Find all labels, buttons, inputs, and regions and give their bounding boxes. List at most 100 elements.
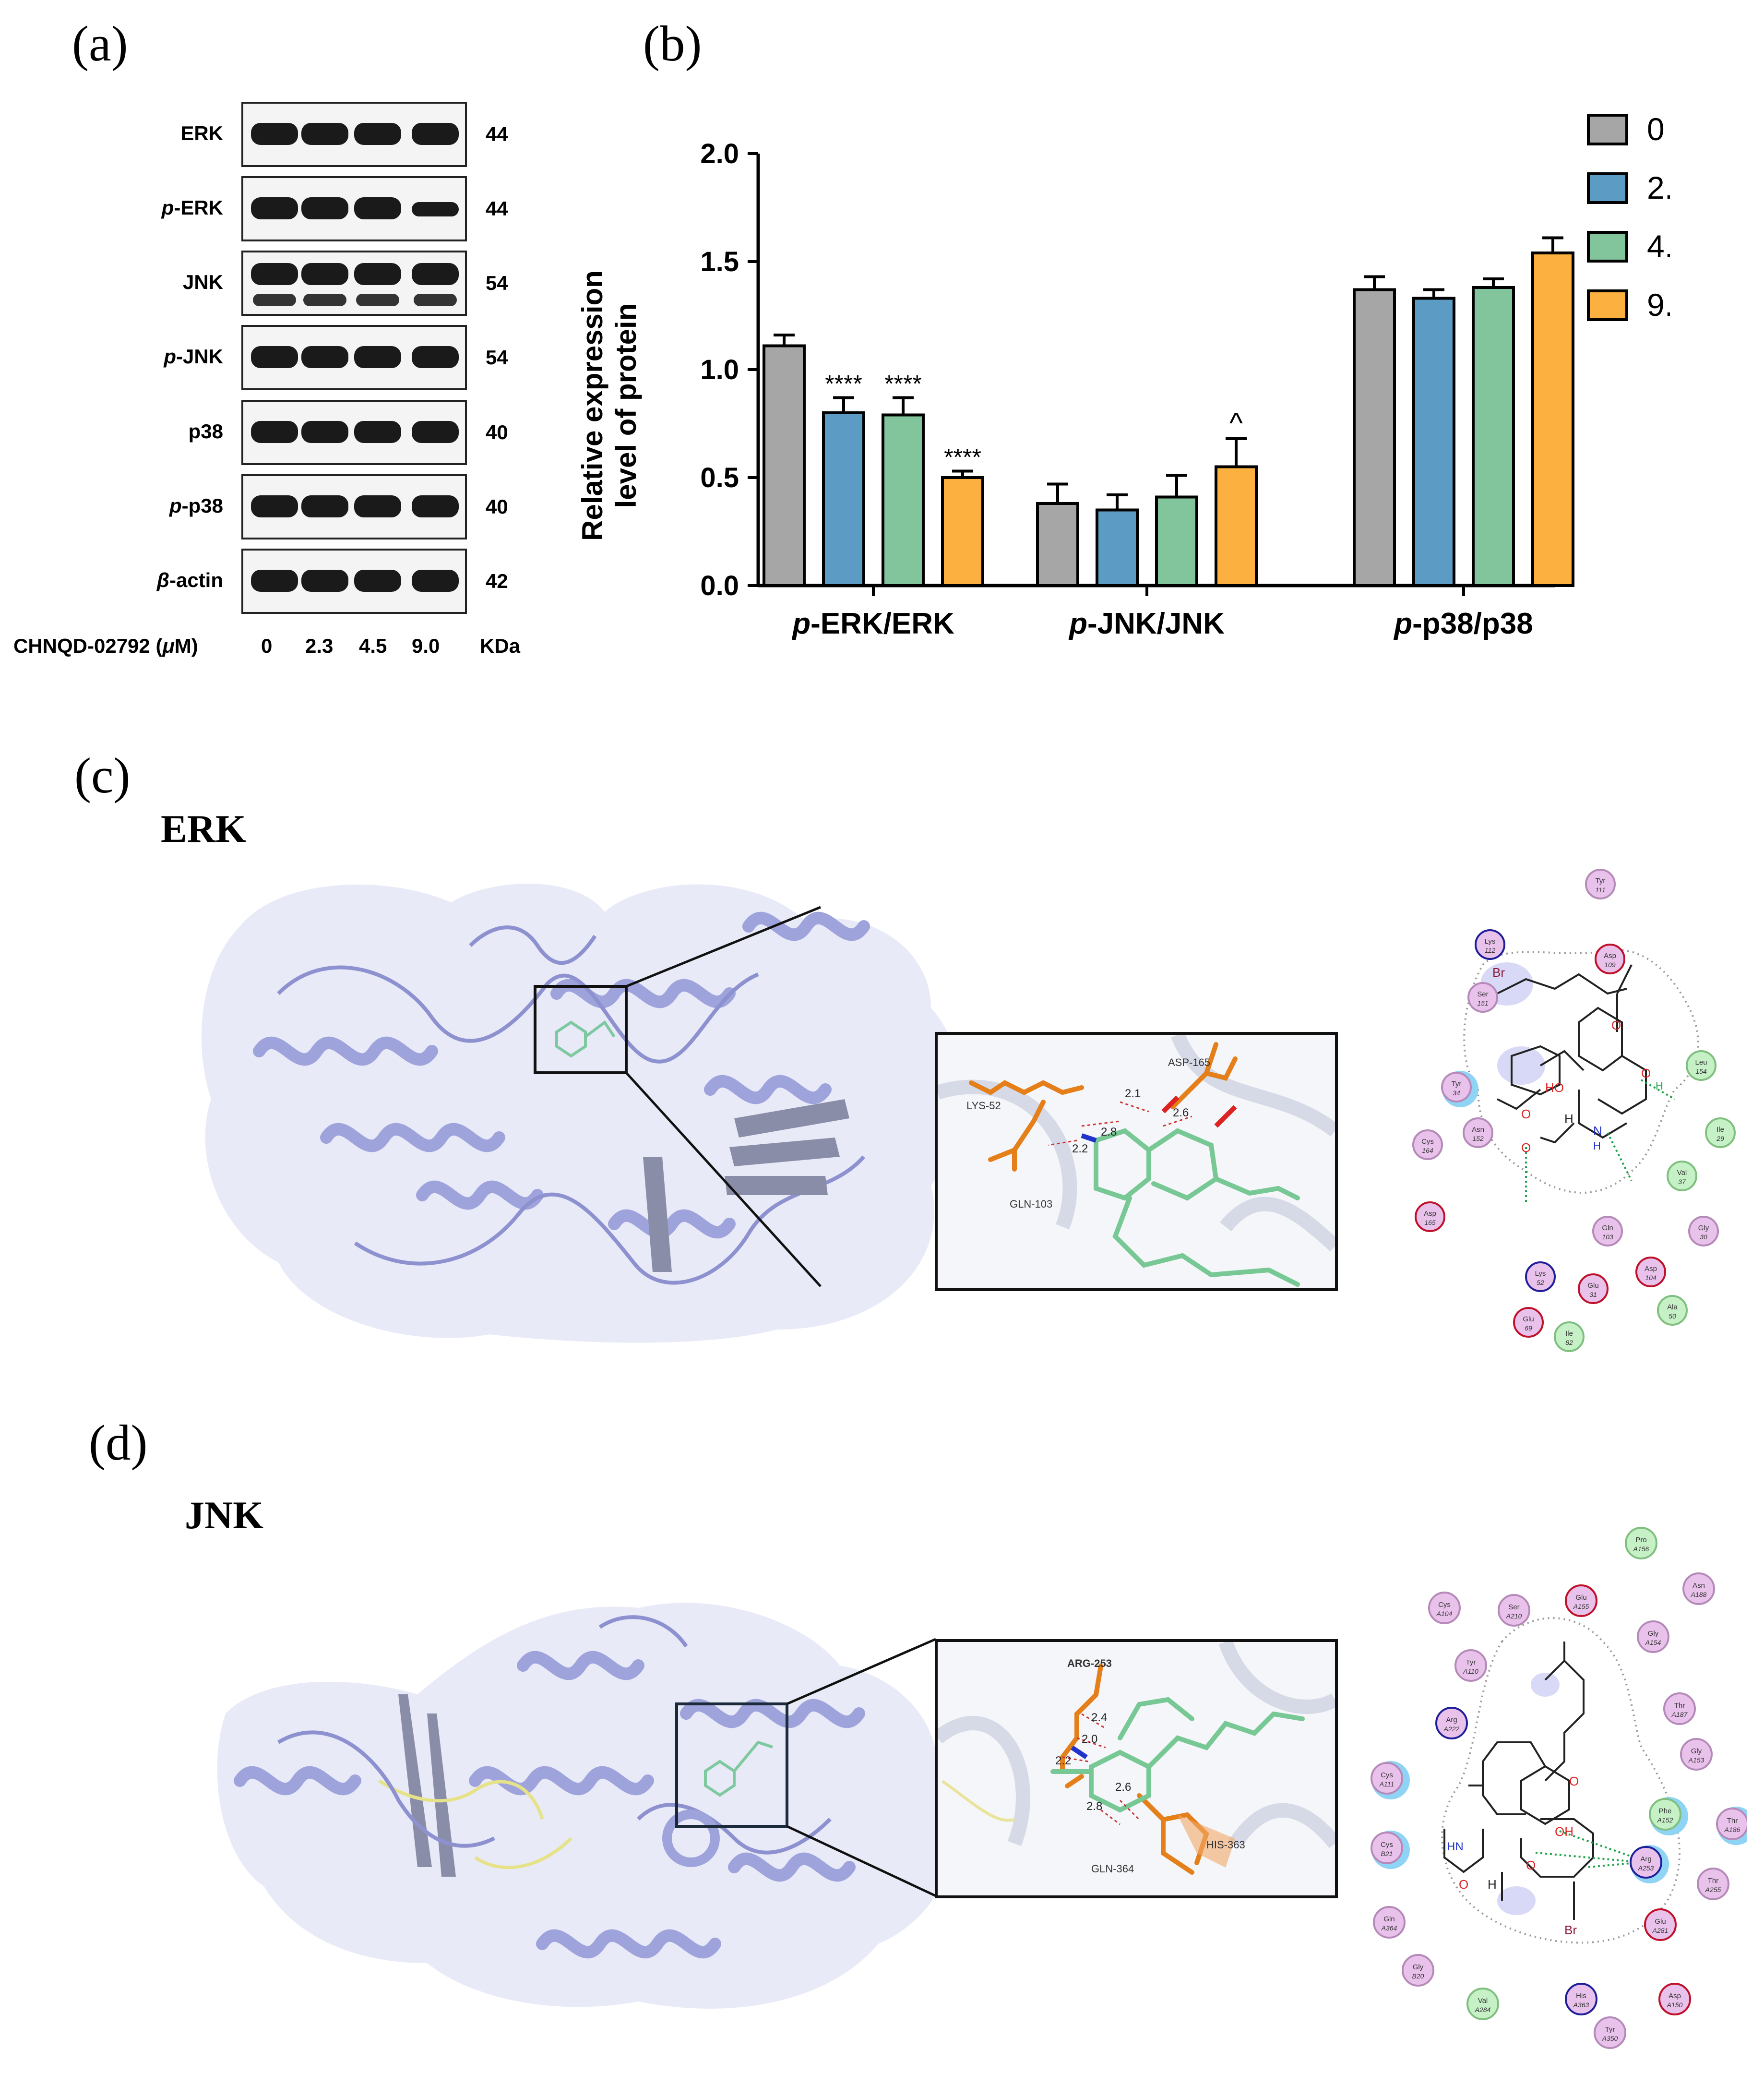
residue-bubble	[1525, 1261, 1556, 1292]
residue-bubble	[1649, 1798, 1681, 1831]
residue-name: Lys	[1485, 937, 1496, 946]
residue-name: Ser	[1477, 990, 1488, 998]
wb-band	[354, 263, 401, 285]
residue-index: A187	[1671, 1711, 1688, 1718]
residue-name: Asp	[1424, 1210, 1436, 1218]
residue-bubble	[1578, 1273, 1609, 1304]
jnk-binding-site-box	[675, 1702, 788, 1828]
jnk-2d-atom-o-me: O	[1526, 1858, 1536, 1872]
wb-band	[301, 263, 348, 285]
residue-name: Gly	[1413, 1963, 1424, 1971]
erk-2d-atom-h: H	[1564, 1112, 1573, 1126]
residue-name: Asn	[1692, 1582, 1705, 1590]
wb-band	[412, 346, 459, 368]
residue-bubble	[1716, 1808, 1747, 1840]
erk-zoom-dist-2: 2.8	[1101, 1126, 1117, 1138]
residue-bubble	[1466, 1988, 1499, 2020]
residue-bubble	[1663, 1692, 1696, 1725]
jnk-sheets	[398, 1694, 456, 1877]
wb-kda-0: 44	[486, 123, 508, 145]
residue-name: Arg	[1640, 1855, 1651, 1863]
wb-row-label-prefix: p	[164, 345, 176, 368]
residue-index: 154	[1695, 1067, 1707, 1075]
erk-zoom-ligand	[1094, 1128, 1300, 1287]
jnk-2d-interaction-diagram: HN O H O OH O Br ProA156AsnA188CysA104Se…	[1371, 1527, 1747, 2049]
wb-row-label-2: JNK	[79, 271, 223, 294]
wb-blot-4	[241, 400, 467, 465]
residue-name: Ser	[1508, 1603, 1519, 1611]
residue-index: A210	[1506, 1612, 1522, 1620]
erk-zoom-nitrogen	[1081, 1133, 1097, 1143]
residue-index: 31	[1589, 1291, 1597, 1298]
legend-swatch	[1587, 114, 1628, 145]
residue-bubble	[1705, 1117, 1736, 1148]
wb-band	[251, 197, 298, 219]
erk-2d-atom-oh: O	[1641, 1066, 1651, 1080]
wb-band-lower	[356, 294, 399, 306]
residue-name: Glu	[1587, 1282, 1598, 1290]
residue-name: Glu	[1655, 1917, 1666, 1926]
residue-index: 165	[1424, 1219, 1436, 1226]
wb-blot-1	[241, 176, 467, 241]
erk-zoom-residue-sticks	[969, 1042, 1238, 1172]
panel-label-c: (c)	[74, 747, 131, 803]
compound-unit-rest: M)	[174, 635, 198, 657]
wb-band	[354, 570, 401, 592]
legend-swatch	[1587, 231, 1628, 263]
residue-index: A350	[1602, 2035, 1618, 2042]
wb-row-label-4: p38	[79, 420, 223, 443]
jnk-2d-atom-o-ring: O	[1569, 1774, 1579, 1788]
residue-name: Tyr	[1466, 1658, 1476, 1666]
residue-bubble	[1594, 2016, 1626, 2049]
residue-bubble	[1498, 1594, 1530, 1627]
y-tick-label: 2.0	[700, 138, 739, 169]
residue-index: 164	[1422, 1147, 1433, 1154]
erk-zoom-oxygen-tips	[1161, 1095, 1237, 1128]
bar	[1036, 502, 1079, 587]
residue-name: Ala	[1667, 1303, 1678, 1311]
significance-label: ****	[944, 444, 981, 471]
erk-zoom-dist-1: 2.1	[1125, 1087, 1141, 1100]
x-category-rest: -ERK/ERK	[810, 607, 954, 640]
dose-9-0: 9.0	[412, 635, 440, 657]
jnk-zoom-line-top	[787, 1638, 936, 1705]
panel-label-d: (d)	[89, 1414, 148, 1471]
residue-name: Ile	[1565, 1330, 1573, 1338]
residue-index: A363	[1573, 2001, 1589, 2009]
erk-zoom-line-bottom	[625, 1072, 822, 1287]
erk-2d-atom-o-me: O	[1521, 1107, 1531, 1121]
erk-2d-ligand-bonds	[1497, 964, 1647, 1144]
residue-index: 37	[1678, 1178, 1686, 1186]
residue-name: Phe	[1659, 1807, 1672, 1815]
residue-bubble	[1635, 1257, 1666, 1287]
residue-index: A104	[1436, 1610, 1453, 1618]
residue-bubble	[1371, 1762, 1403, 1795]
jnk-heading: JNK	[185, 1493, 263, 1537]
wb-blot-0	[241, 102, 467, 167]
wb-blot-3	[241, 325, 467, 390]
jnk-2d-atom-oh: OH	[1555, 1824, 1573, 1839]
wb-row-label-name: ERK	[180, 122, 223, 144]
bar-chart: Relative expression level of protein 0.0…	[576, 111, 1670, 640]
wb-row-label-name: p38	[188, 420, 223, 443]
residue-bubble	[1630, 1846, 1662, 1879]
jnk-2d-atom-br: Br	[1564, 1923, 1577, 1937]
wb-band	[251, 263, 298, 285]
jnk-zoom-hbonds	[1062, 1713, 1140, 1825]
residue-bubble	[1554, 1321, 1585, 1352]
wb-row-label-6: β-actin	[79, 569, 223, 592]
erk-2d-hbonds	[1525, 1079, 1675, 1205]
residue-name: Gly	[1698, 1224, 1709, 1232]
wb-row-label-prefix: p	[161, 196, 174, 219]
residue-bubble	[1625, 1527, 1657, 1559]
jnk-helix-end	[662, 1809, 720, 1867]
residue-bubble	[1682, 1572, 1715, 1605]
jnk-ligand-mini	[704, 1740, 773, 1797]
residue-index: 50	[1669, 1312, 1676, 1320]
jnk-yellow-loop	[378, 1779, 572, 1869]
residue-bubble	[1373, 1906, 1406, 1939]
legend-swatch	[1587, 172, 1628, 204]
wb-band-lower	[303, 294, 346, 306]
compound-name: CHNQD-02792 (	[13, 635, 163, 657]
residue-index: A364	[1381, 1924, 1397, 1932]
